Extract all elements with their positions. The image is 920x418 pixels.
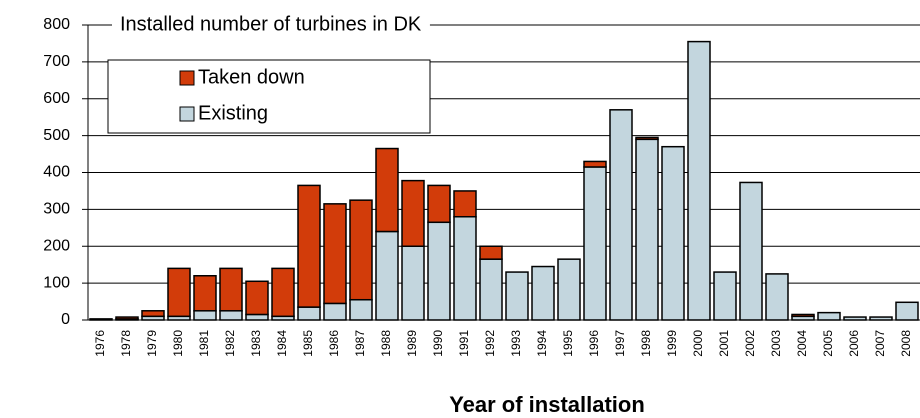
bar-segment [427,184,451,224]
legend-box [107,59,431,134]
bar-segment [531,265,555,321]
bar-segment [427,221,451,321]
x-tick-label: 2006 [847,330,861,357]
bar-segment [193,275,217,312]
y-tick-label: 300 [43,201,70,218]
bar-segment [219,267,243,312]
bar-segment [895,301,919,321]
bar-segment [349,298,373,321]
x-tick-label: 1979 [145,330,159,357]
bar-segment [375,147,399,233]
bar-segment [115,316,139,320]
bar-segment [323,203,347,305]
bar-segment [323,302,347,321]
x-tick-label: 1990 [431,330,445,357]
x-tick-label: 1994 [535,330,549,357]
x-axis-title: Year of installation [449,392,645,417]
legend-label: Taken down [198,66,305,88]
x-tick-label: 1991 [457,330,471,357]
bar-segment [219,310,243,321]
x-tick-label: 2007 [873,330,887,357]
x-tick-label: 1993 [509,330,523,357]
bar-segment [297,184,321,308]
chart-title: Installed number of turbines in DK [120,13,422,35]
bar-segment [583,160,607,168]
y-tick-label: 700 [43,53,70,70]
x-tick-label: 2002 [743,330,757,357]
bar-segment [739,181,763,321]
bar-segment [635,136,659,141]
x-tick-label: 2008 [899,330,913,357]
y-tick-label: 100 [43,274,70,291]
bar-segment [791,313,815,318]
bar-segment [245,280,269,316]
bar-segment [401,179,425,247]
bar-segment [349,199,373,301]
bar-segment [375,230,399,321]
bar-segment [557,258,581,321]
x-tick-label: 1999 [665,330,679,357]
bar-segment [89,318,113,321]
x-tick-label: 1984 [275,330,289,357]
bar-segment [453,216,477,321]
bar-segment [713,271,737,321]
y-tick-label: 400 [43,164,70,181]
bar-segment [453,190,477,218]
bar-segment [401,245,425,321]
bar-segment [479,258,503,321]
title-background [112,13,430,36]
bar-segment [609,109,633,321]
bar-segment [505,271,529,321]
bar-segment [687,40,711,321]
bar-segment [843,316,867,321]
bar-segment [245,313,269,321]
legend-swatch [179,70,195,86]
x-tick-label: 2003 [769,330,783,357]
x-tick-label: 2005 [821,330,835,357]
x-tick-label: 1995 [561,330,575,357]
x-tick-label: 1992 [483,330,497,357]
bar-segment [635,138,659,321]
bar-segment [765,273,789,321]
y-tick-label: 200 [43,237,70,254]
bar-segment [479,245,503,260]
y-tick-label: 800 [43,16,70,33]
legend-swatch [179,106,195,122]
bar-segment [297,306,321,321]
bar-segment [271,267,295,318]
bar-segment [141,310,165,318]
x-tick-label: 1996 [587,330,601,357]
y-tick-label: 600 [43,90,70,107]
x-tick-label: 1985 [301,330,315,357]
y-tick-label: 500 [43,127,70,144]
x-tick-label: 1989 [405,330,419,357]
bar-segment [193,310,217,321]
bar-segment [817,311,841,321]
x-tick-label: 1978 [119,330,133,357]
bar-segment [661,145,685,321]
x-tick-label: 1987 [353,330,367,357]
x-tick-label: 1982 [223,330,237,357]
x-tick-label: 1983 [249,330,263,357]
x-tick-label: 2004 [795,330,809,357]
x-tick-label: 2001 [717,330,731,357]
x-tick-label: 1998 [639,330,653,357]
legend-label: Existing [198,102,268,124]
x-tick-label: 1980 [171,330,185,357]
x-tick-label: 1997 [613,330,627,357]
bar-segment [583,166,607,321]
y-tick-label: 0 [61,311,70,328]
x-tick-label: 1986 [327,330,341,357]
x-tick-label: 2000 [691,330,705,357]
x-tick-label: 1976 [93,330,107,357]
x-tick-label: 1981 [197,330,211,357]
bar-segment [167,267,191,318]
bar-segment [869,316,893,321]
x-tick-label: 1988 [379,330,393,357]
